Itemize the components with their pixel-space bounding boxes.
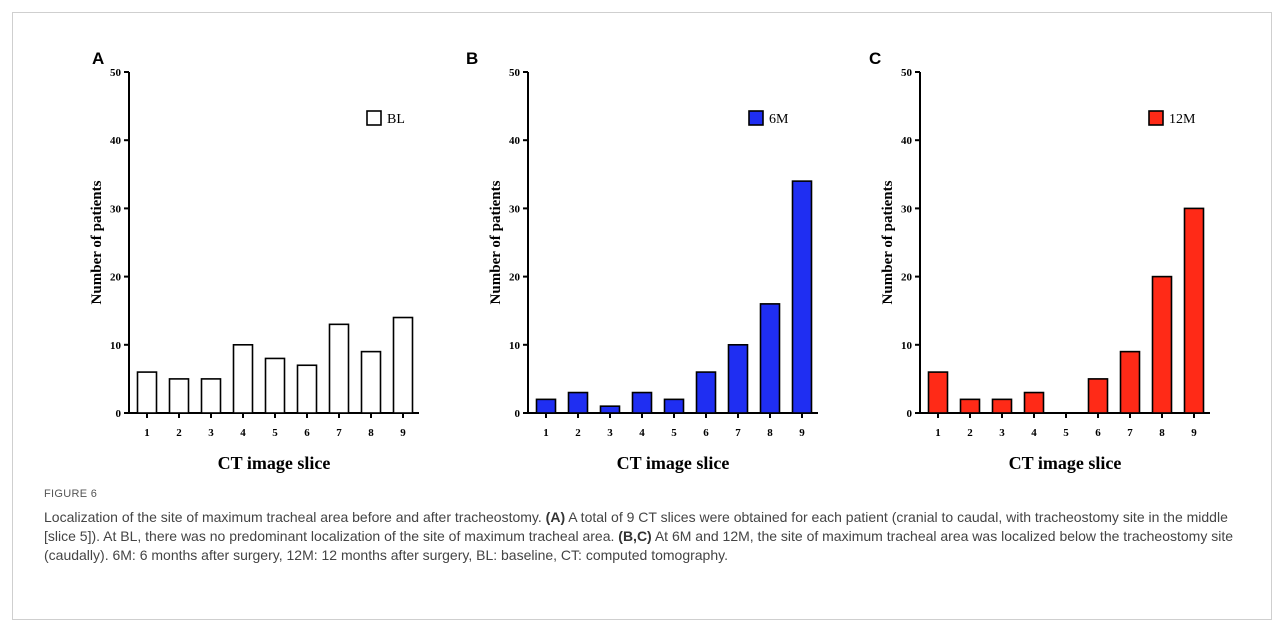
- bar: [296, 364, 318, 414]
- x-tick-label: 5: [1063, 427, 1069, 439]
- y-tick-label: 40: [509, 135, 521, 147]
- bar: [136, 371, 158, 414]
- chart-panel-b: B 0 10 20 30 40 50 Number of patients 1 2 3 4 5 6 7 8 9 C…: [466, 49, 818, 473]
- bar: [727, 343, 749, 414]
- y-tick-label: 10: [901, 340, 913, 352]
- y-tick-label: 0: [116, 408, 122, 420]
- y-tick-label: 0: [515, 408, 521, 420]
- x-tick-label: 2: [967, 427, 973, 439]
- legend-label: 12M: [1169, 112, 1196, 127]
- bar: [1151, 275, 1173, 414]
- y-tick-label: 20: [901, 272, 913, 284]
- panel-letter: B: [466, 49, 478, 68]
- figure-frame: [12, 12, 1272, 620]
- x-tick-label: 5: [272, 427, 278, 439]
- y-tick-label: 50: [901, 67, 913, 79]
- x-tick-label: 9: [1191, 427, 1197, 439]
- caption-ref-a: (A): [545, 509, 566, 525]
- bar: [1119, 350, 1141, 414]
- bar: [392, 316, 414, 414]
- bar: [1087, 378, 1109, 414]
- figure-caption: FIGURE 6 Localization of the site of max…: [44, 488, 1259, 565]
- y-axis-title: Number of patients: [488, 180, 504, 304]
- x-tick-label: 7: [336, 427, 342, 439]
- y-axis-title: Number of patients: [880, 180, 896, 304]
- bar: [663, 398, 685, 414]
- x-tick-label: 1: [543, 427, 549, 439]
- x-tick-label: 9: [799, 427, 805, 439]
- caption-text-3: At 6M and 12M, the site of maximum trach…: [44, 528, 1233, 563]
- bar: [264, 357, 286, 414]
- bar: [1183, 207, 1205, 414]
- chart-panel-c: C 0 10 20 30 40 50 Number of patients 1 2 3 4 5 6 7 8 9 C…: [869, 49, 1210, 473]
- bar: [959, 398, 981, 414]
- y-tick-label: 40: [901, 135, 913, 147]
- bar: [535, 398, 557, 414]
- x-tick-label: 7: [735, 427, 741, 439]
- x-tick-label: 5: [671, 427, 677, 439]
- x-tick-label: 1: [935, 427, 941, 439]
- bar: [168, 378, 190, 414]
- y-tick-label: 30: [901, 203, 913, 215]
- bar: [695, 371, 717, 414]
- x-tick-label: 6: [1095, 427, 1101, 439]
- panel-letter: C: [869, 49, 881, 68]
- legend-swatch: [748, 110, 764, 126]
- y-tick-label: 30: [110, 203, 122, 215]
- x-tick-label: 3: [208, 427, 214, 439]
- y-tick-label: 40: [110, 135, 122, 147]
- figure-label: FIGURE 6: [44, 488, 98, 500]
- x-tick-label: 7: [1127, 427, 1133, 439]
- x-axis-title: CT image slice: [218, 453, 331, 473]
- x-tick-label: 6: [304, 427, 310, 439]
- bar: [927, 371, 949, 414]
- panel-letter: A: [92, 49, 104, 68]
- bar: [567, 391, 589, 414]
- caption-text-2: A total of 9 CT slices were obtained for…: [44, 509, 1228, 544]
- y-tick-label: 10: [110, 340, 122, 352]
- legend-label: BL: [387, 112, 405, 127]
- legend-swatch: [1148, 110, 1164, 126]
- bar: [759, 303, 781, 414]
- x-tick-label: 3: [999, 427, 1005, 439]
- bar: [631, 391, 653, 414]
- x-tick-label: 3: [607, 427, 613, 439]
- y-tick-label: 30: [509, 203, 521, 215]
- bar: [599, 405, 621, 414]
- figure-caption-text: Localization of the site of maximum trac…: [44, 508, 1259, 565]
- x-axis-title: CT image slice: [617, 453, 730, 473]
- y-tick-label: 0: [907, 408, 913, 420]
- x-tick-label: 9: [400, 427, 406, 439]
- x-tick-label: 4: [1031, 427, 1037, 439]
- bar: [1023, 391, 1045, 414]
- y-tick-label: 50: [110, 67, 122, 79]
- legend-label: 6M: [769, 112, 789, 127]
- bar: [791, 180, 813, 414]
- legend-swatch: [366, 110, 382, 126]
- x-tick-label: 8: [1159, 427, 1165, 439]
- x-tick-label: 1: [144, 427, 150, 439]
- y-tick-label: 20: [110, 272, 122, 284]
- caption-ref-bc: (B,C): [618, 528, 652, 544]
- x-tick-label: 2: [176, 427, 182, 439]
- x-tick-label: 2: [575, 427, 581, 439]
- y-tick-label: 10: [509, 340, 521, 352]
- x-tick-label: 4: [639, 427, 645, 439]
- bar: [360, 350, 382, 414]
- chart-panel-a: A 0 10 20 30 40 50 Number of patients 1 2 3 4 5 6 7 8 9 C…: [89, 49, 419, 473]
- x-axis-title: CT image slice: [1009, 453, 1122, 473]
- y-tick-label: 50: [509, 67, 521, 79]
- bar: [232, 343, 254, 414]
- bar: [328, 323, 350, 414]
- caption-text-1: Localization of the site of maximum trac…: [44, 509, 546, 525]
- x-tick-label: 8: [368, 427, 374, 439]
- y-tick-label: 20: [509, 272, 521, 284]
- x-tick-label: 4: [240, 427, 246, 439]
- bar: [991, 398, 1013, 414]
- bar: [200, 378, 222, 414]
- x-tick-label: 6: [703, 427, 709, 439]
- y-axis-title: Number of patients: [89, 180, 105, 304]
- x-tick-label: 8: [767, 427, 773, 439]
